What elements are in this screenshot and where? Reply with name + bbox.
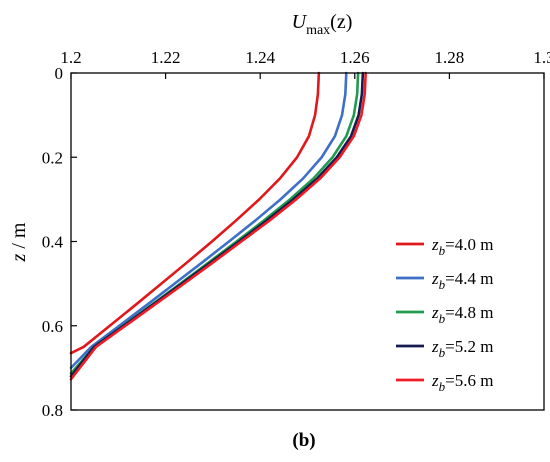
legend-value: =4.4 m xyxy=(445,269,493,288)
legend-item: zb=5.6 m xyxy=(396,371,493,394)
x-tick-label: 1.28 xyxy=(435,48,465,67)
x-tick-label: 1.22 xyxy=(151,48,181,67)
series-line xyxy=(69,71,321,355)
x-tick-label: 1.26 xyxy=(340,48,370,67)
x-tick-label: 1.2 xyxy=(60,48,81,67)
legend-var: z xyxy=(431,337,439,356)
series-lines xyxy=(69,71,367,381)
y-axis-label-var: z xyxy=(8,253,30,262)
legend-sub: b xyxy=(439,277,446,292)
legend: zb=4.0 mzb=4.4 mzb=4.8 mzb=5.2 mzb=5.6 m xyxy=(396,235,493,394)
x-axis-label: Umax(z) xyxy=(292,11,353,38)
legend-sub: b xyxy=(439,379,446,394)
legend-label: zb=4.4 m xyxy=(431,269,493,292)
x-axis-label-main: U xyxy=(292,11,308,33)
legend-value: =5.6 m xyxy=(445,371,493,390)
plot-frame xyxy=(70,72,545,411)
y-tick-label: 0.4 xyxy=(42,233,64,252)
legend-var: z xyxy=(431,371,439,390)
legend-var: z xyxy=(431,235,439,254)
legend-var: z xyxy=(431,269,439,288)
legend-sub: b xyxy=(439,311,446,326)
legend-var: z xyxy=(431,303,439,322)
legend-item: zb=5.2 m xyxy=(396,337,493,360)
legend-label: zb=5.2 m xyxy=(431,337,493,360)
legend-label: zb=5.6 m xyxy=(431,371,493,394)
x-ticks: 1.2 1.22 1.24 1.26 1.28 1.3 xyxy=(60,48,550,79)
legend-label: zb=4.8 m xyxy=(431,303,493,326)
x-tick-label: 1.24 xyxy=(245,48,275,67)
series-line xyxy=(69,71,365,378)
legend-item: zb=4.8 m xyxy=(396,303,493,326)
series-line xyxy=(69,71,367,381)
legend-sub: b xyxy=(439,345,446,360)
y-axis-label: z / m xyxy=(8,222,30,262)
legend-item: zb=4.0 m xyxy=(396,235,493,258)
legend-label: zb=4.0 m xyxy=(431,235,493,258)
legend-item: zb=4.4 m xyxy=(396,269,493,292)
legend-value: =5.2 m xyxy=(445,337,493,356)
y-tick-label: 0.6 xyxy=(42,317,63,336)
y-tick-label: 0.8 xyxy=(42,401,63,420)
series-line xyxy=(69,71,348,370)
x-axis-label-tail: (z) xyxy=(330,11,352,33)
y-tick-label: 0.2 xyxy=(42,148,63,167)
legend-sub: b xyxy=(439,243,446,258)
panel-label: (b) xyxy=(292,430,315,451)
y-ticks: 0 0.2 0.4 0.6 0.8 xyxy=(42,64,77,420)
x-axis-label-sub: max xyxy=(306,23,330,38)
x-tick-label: 1.3 xyxy=(533,48,550,67)
legend-value: =4.0 m xyxy=(445,235,493,254)
y-tick-label: 0 xyxy=(55,64,64,83)
legend-value: =4.8 m xyxy=(445,303,493,322)
y-axis-label-unit: / m xyxy=(8,222,30,254)
